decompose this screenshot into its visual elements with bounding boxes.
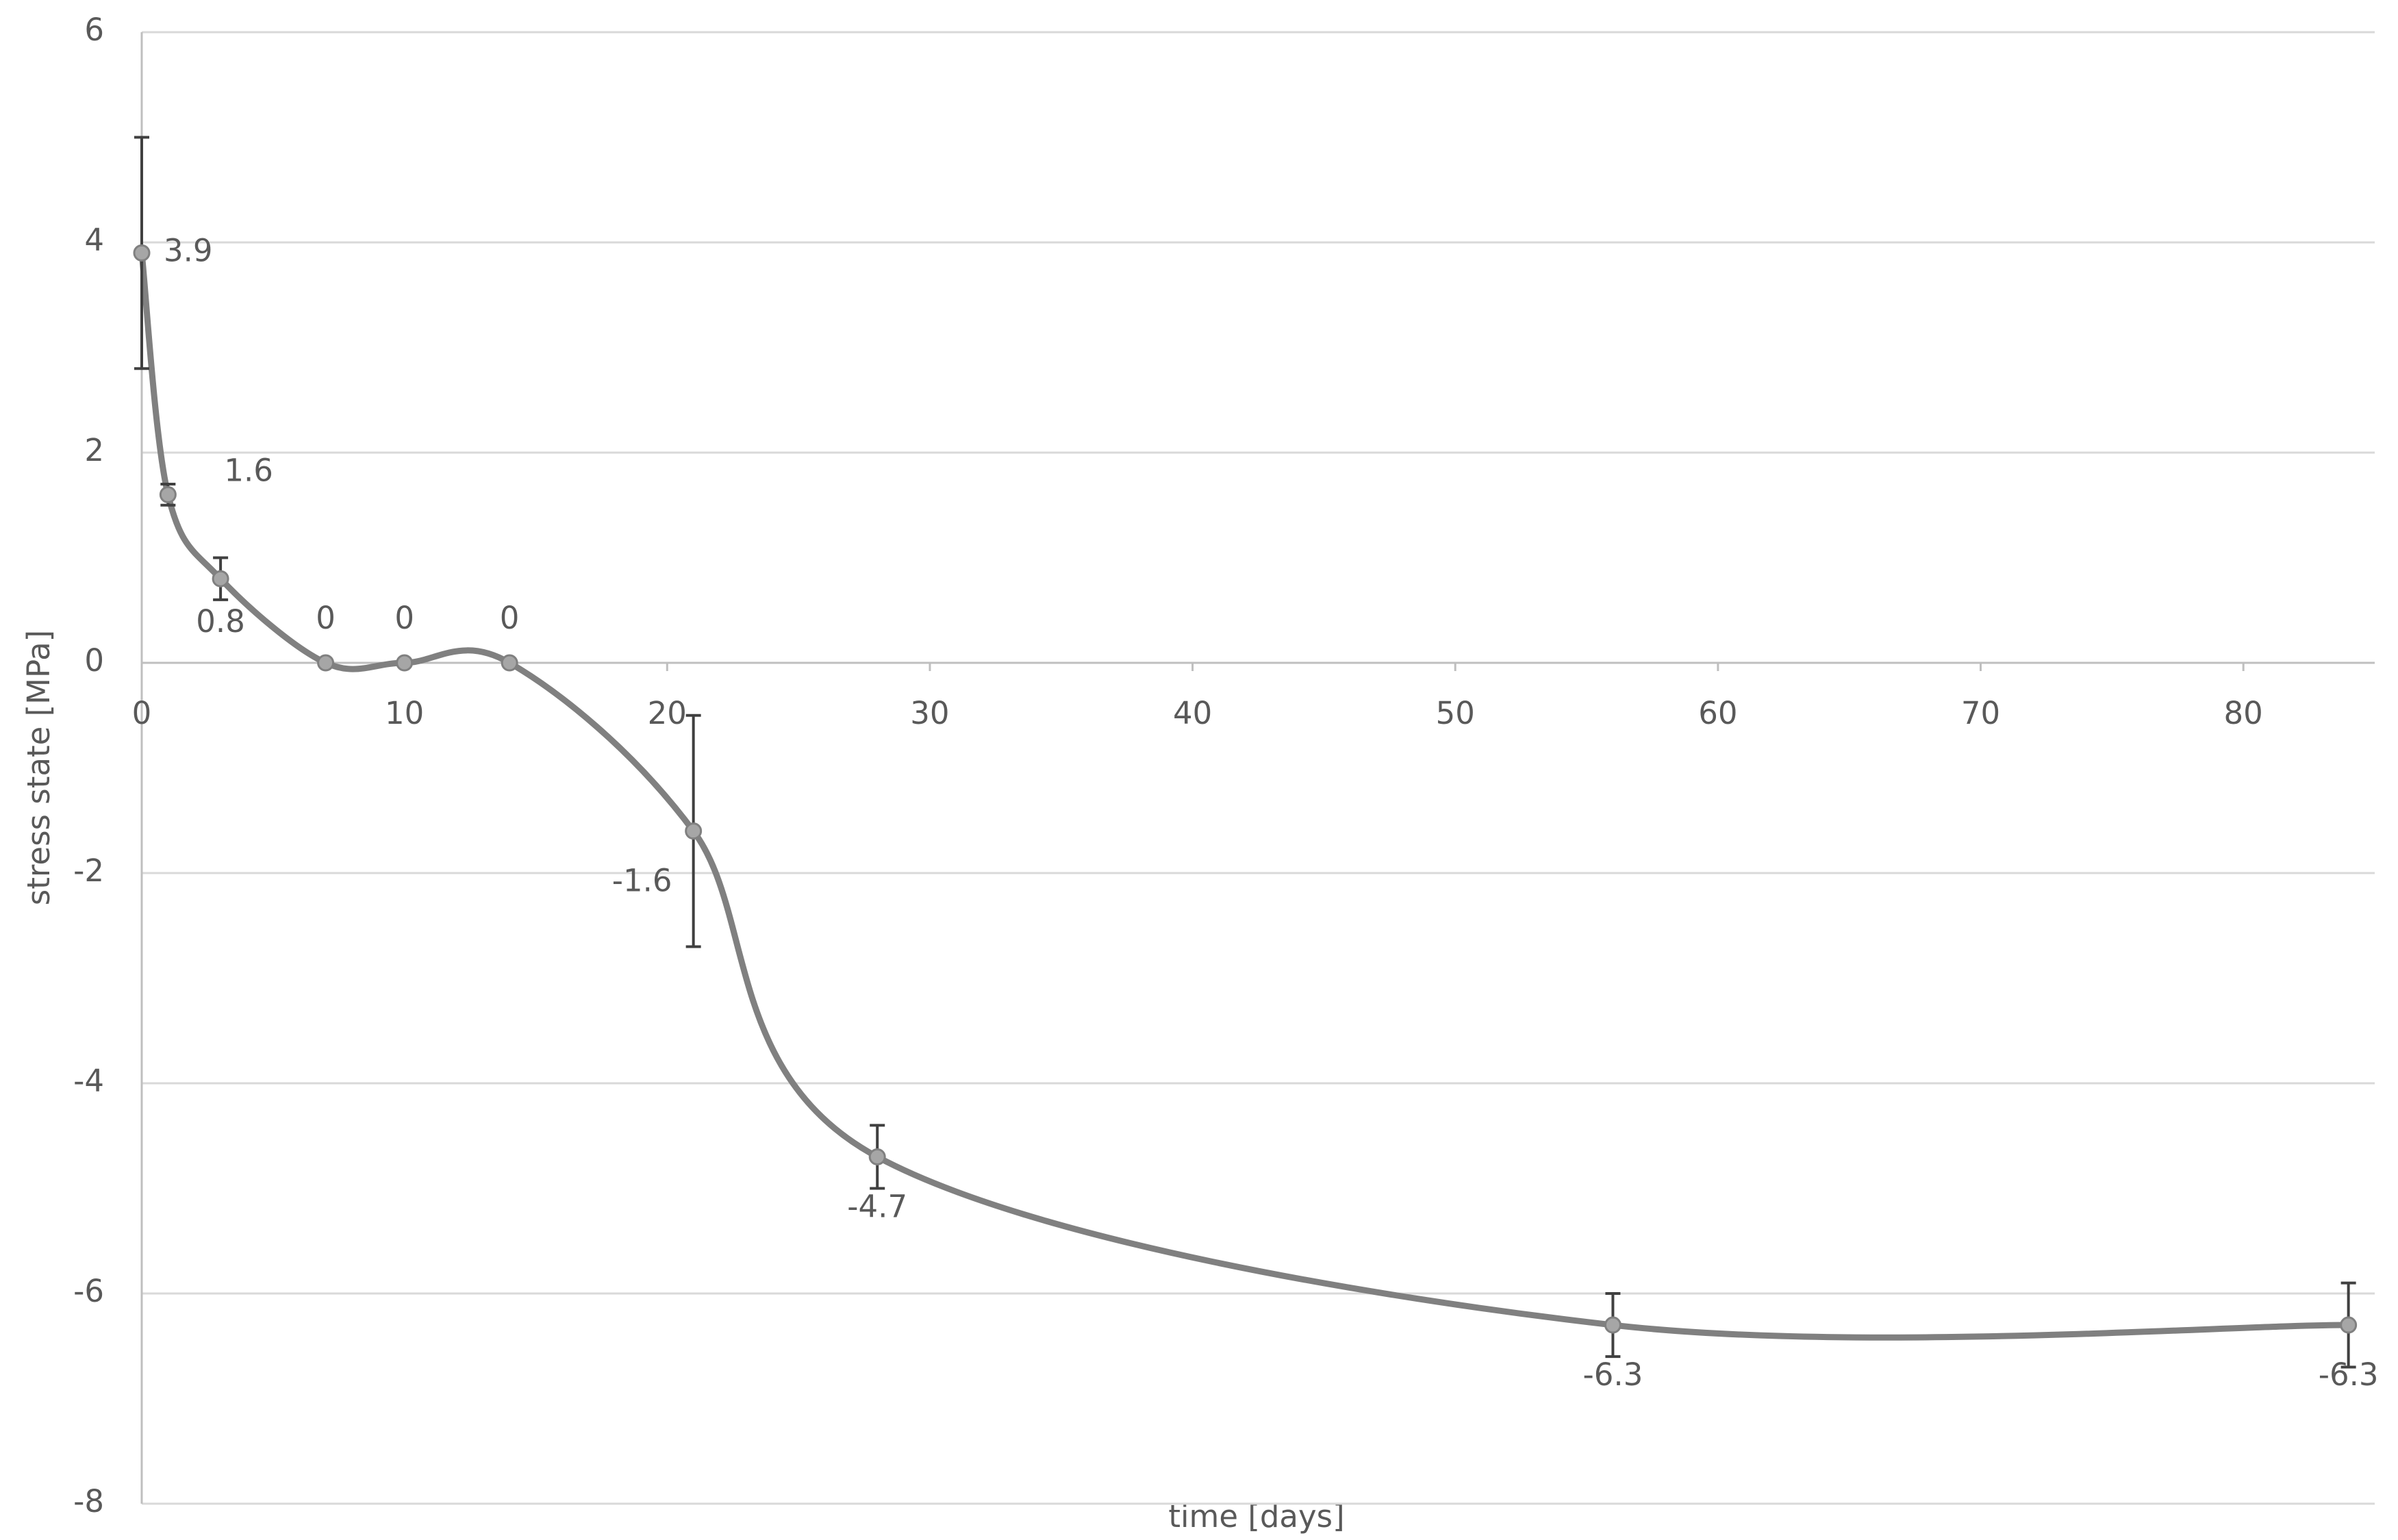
y-tick-label: 2 [84, 432, 104, 468]
y-tick-label: 6 [84, 12, 104, 48]
data-label: -1.6 [612, 863, 672, 899]
x-tick-label: 70 [1961, 695, 2000, 731]
data-label: -6.3 [2319, 1356, 2379, 1393]
data-label: -4.7 [847, 1188, 907, 1224]
marker [317, 654, 335, 672]
x-tick-label: 80 [2224, 695, 2263, 731]
y-tick-label: -6 [73, 1273, 104, 1309]
x-tick-label: 50 [1436, 695, 1475, 731]
y-tick-label: -4 [73, 1063, 104, 1099]
data-label: 0 [316, 600, 336, 636]
x-tick-label: 40 [1173, 695, 1212, 731]
data-line [138, 252, 2349, 1341]
marker [212, 570, 229, 588]
data-label: 3.9 [164, 232, 213, 268]
marker [1604, 1316, 1621, 1334]
data-label: 1.6 [224, 452, 273, 488]
y-tick-label: 0 [84, 642, 104, 679]
marker [396, 654, 414, 672]
x-tick-label: 0 [132, 695, 152, 731]
x-tick-label: 60 [1698, 695, 1737, 731]
y-tick-label: -8 [73, 1483, 104, 1519]
data-label: -6.3 [1583, 1356, 1643, 1393]
y-axis-title: stress state [MPa] [21, 630, 57, 905]
marker [501, 654, 518, 672]
marker [2340, 1316, 2358, 1334]
data-label: 0 [500, 600, 520, 636]
y-tick-label: 4 [84, 222, 104, 258]
x-tick-label: 10 [385, 695, 424, 731]
y-tick-label: -2 [73, 853, 104, 889]
marker [159, 485, 177, 503]
marker [133, 244, 151, 262]
x-tick-label: 20 [648, 695, 687, 731]
marker [868, 1148, 886, 1165]
data-label: 0 [394, 600, 414, 636]
x-tick-label: 30 [910, 695, 949, 731]
data-label: 0.8 [196, 603, 245, 640]
marker [685, 822, 703, 840]
